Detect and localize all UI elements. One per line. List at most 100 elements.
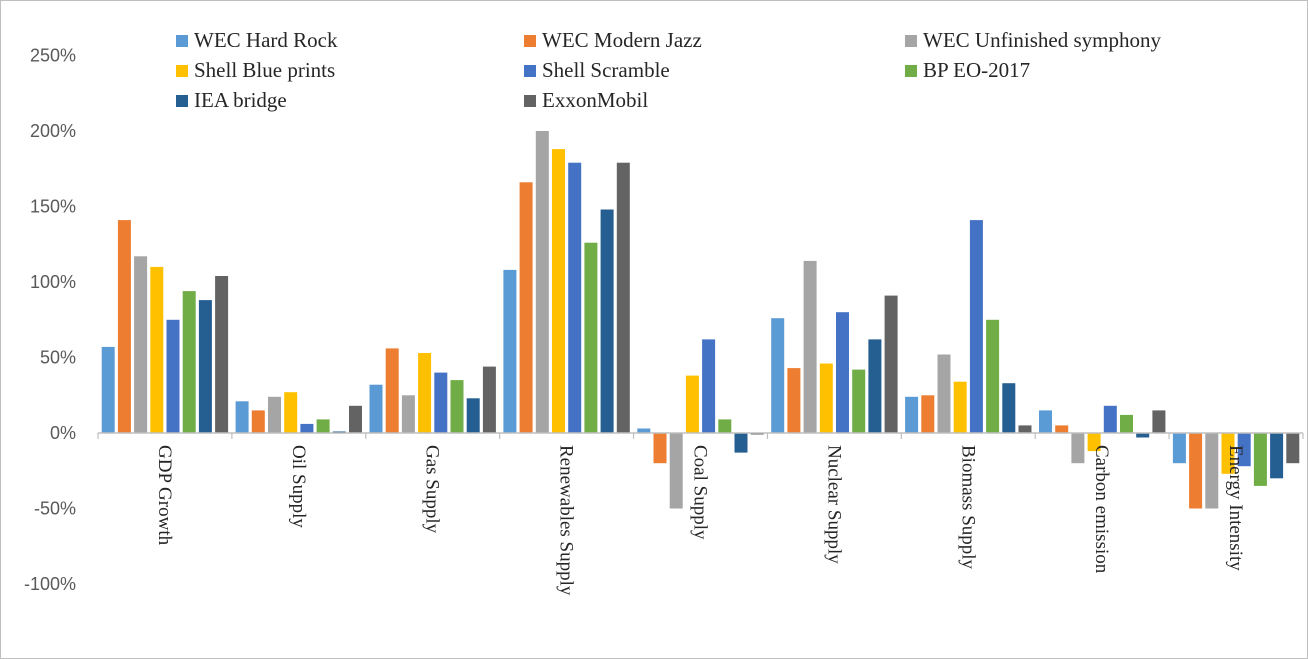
bar [836,312,849,433]
legend-label: Shell Blue prints [194,58,335,82]
y-tick-label: -100% [24,574,76,594]
bar [734,433,748,453]
bars [101,131,1300,509]
bar [637,428,651,433]
bar [1087,433,1101,452]
legend-swatch [524,65,536,77]
bar [1039,410,1052,433]
bar [235,401,249,433]
legend-label: WEC Unfinished symphony [923,28,1161,52]
legend-label: WEC Modern Jazz [542,28,702,52]
bar [1120,414,1133,433]
bar [198,300,212,433]
bar [986,319,1000,434]
legend-swatch [176,95,188,107]
y-tick-label: 150% [30,197,76,217]
bar [101,346,115,433]
y-axis: 250% 200% 150% 100% 50% 0% -50% -100% [24,46,76,595]
bar [1055,425,1069,433]
x-tick-label: Biomass Supply [957,445,978,570]
bar [600,209,614,433]
bar [503,269,517,433]
bar [1205,433,1219,509]
bar [852,369,866,433]
bar [300,423,314,433]
bar [1221,433,1235,474]
legend-swatch [524,95,536,107]
bar [349,405,362,433]
legend-label: IEA bridge [194,88,287,112]
bar [166,319,180,434]
bar [450,380,464,433]
x-tick-label: Oil Supply [288,445,309,528]
bar [1189,433,1203,509]
legend-swatch [176,65,188,77]
y-tick-label: 100% [30,272,76,292]
bar [316,419,330,433]
bar [418,353,432,433]
bar [969,220,983,433]
y-tick-label: -50% [34,499,76,519]
bar [1103,405,1117,433]
bar [466,398,480,433]
bar [1253,433,1267,486]
bar [568,162,582,433]
legend-label: WEC Hard Rock [194,28,338,52]
x-tick-label: Nuclear Supply [823,445,844,564]
bar [552,149,565,433]
bar [251,410,265,433]
x-tick-label: Coal Supply [690,445,711,540]
bar [718,419,732,433]
bar [134,256,148,433]
x-tick-label: Renewables Supply [556,445,577,596]
bar [401,395,415,434]
y-tick-label: 200% [30,121,76,141]
bar [1286,433,1300,464]
bar [937,354,951,433]
bar [884,295,898,433]
bar [150,266,164,433]
x-tick-label: Gas Supply [422,445,443,534]
y-tick-label: 250% [30,46,76,66]
bar [819,363,833,433]
bar [519,182,533,433]
bar [215,276,229,433]
legend-swatch [524,35,536,47]
legend-swatch [905,65,917,77]
legend-label: ExxonMobil [542,88,648,112]
bar [953,381,967,433]
y-tick-label: 0% [50,423,76,443]
bar [702,339,716,433]
bar [1270,433,1284,479]
bar [482,366,496,433]
bar [268,396,281,433]
x-tick-label: Carbon emission [1091,445,1112,574]
bar [1237,433,1251,467]
legend-label: Shell Scramble [542,58,670,82]
bar [1002,383,1016,433]
bar [182,291,196,433]
bar [1152,410,1166,433]
bar [117,220,131,433]
bar [434,372,448,433]
legend: WEC Hard Rock WEC Modern Jazz WEC Unfinish… [176,28,1161,112]
bar [535,131,549,433]
bar [369,384,383,433]
bar [1018,425,1032,433]
bar [685,375,699,433]
x-axis: GDP Growth Oil Supply Gas Supply Renewables… [97,432,1304,596]
x-tick-label: Energy Intensity [1225,445,1246,571]
bar [921,395,935,434]
bar [385,348,399,433]
bar [1071,433,1085,464]
bar [771,318,785,433]
y-tick-label: 50% [40,348,76,368]
bar [669,433,683,509]
bar [787,368,801,433]
x-tick-label: GDP Growth [154,445,175,546]
legend-label: BP EO-2017 [923,58,1030,82]
bar [284,392,298,433]
bar [868,339,882,433]
